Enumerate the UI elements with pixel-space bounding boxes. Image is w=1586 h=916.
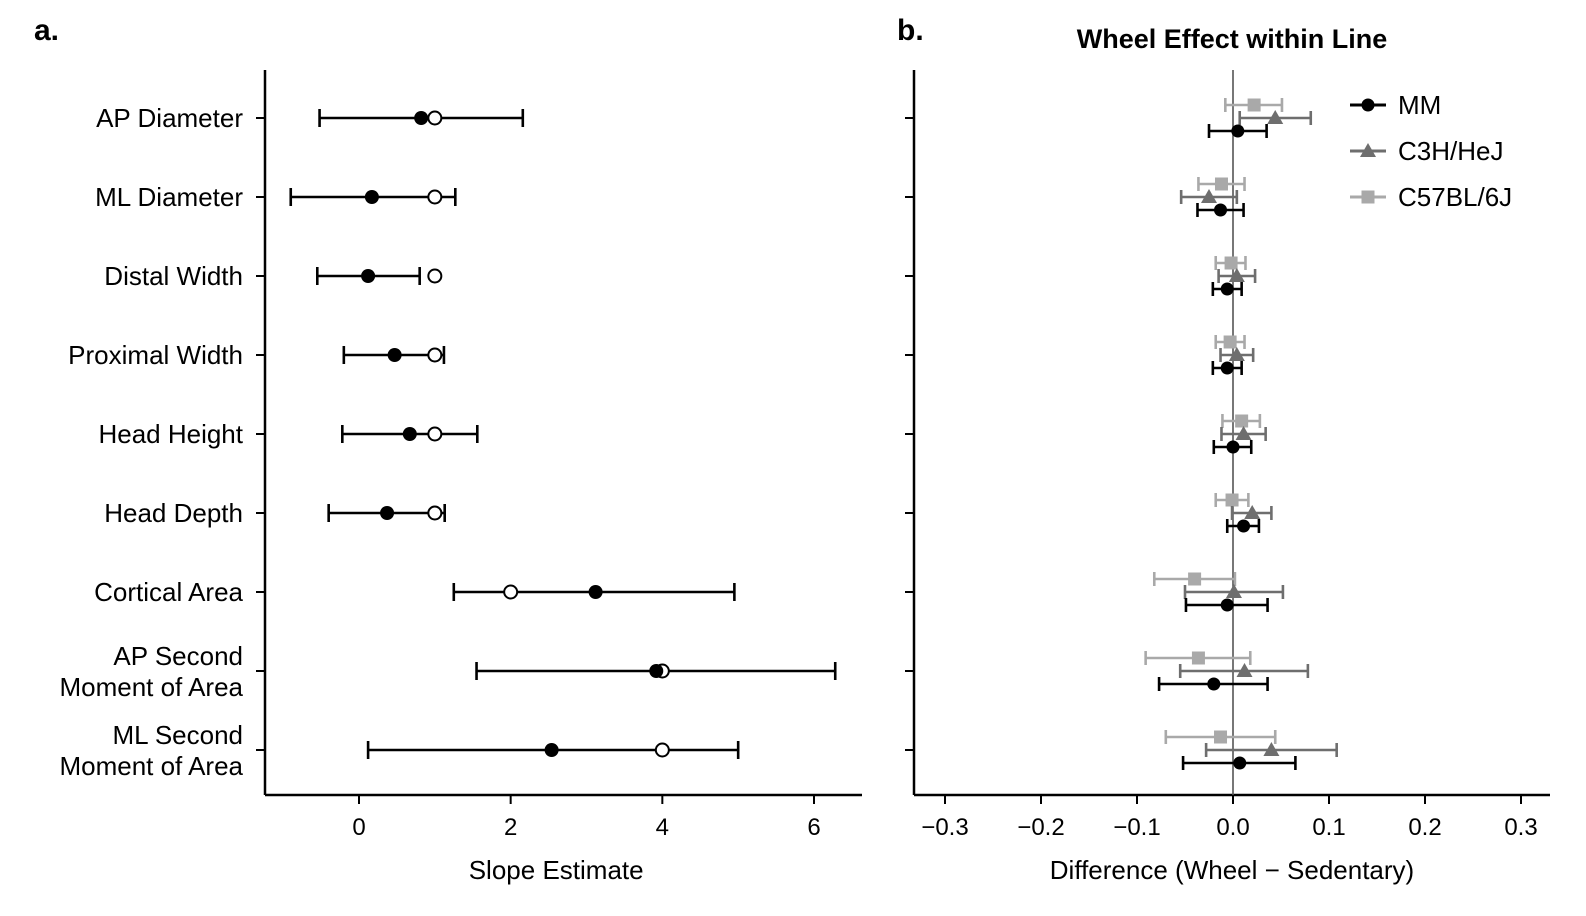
legend-mm-marker xyxy=(1361,98,1375,112)
panel-b-x-tick-label: −0.3 xyxy=(921,814,968,841)
series-c57bl-6j-point xyxy=(1191,651,1205,665)
series-mm-point xyxy=(1220,361,1234,375)
panel-a-x-tick-label: 6 xyxy=(807,814,820,841)
panel-a-x-tick-label: 2 xyxy=(504,814,517,841)
panel-a-expected-point xyxy=(427,347,443,363)
series-mm-point xyxy=(1233,756,1247,770)
panel-a-forest-plot: 0 2 4 6 Slope Estimate AP Diameter ML Diameter… xyxy=(59,70,862,885)
series-c57bl-6j-point xyxy=(1224,256,1238,270)
panel-a-expected-point xyxy=(427,505,443,521)
panel-a-expected-point xyxy=(427,189,443,205)
series-c3h-hej-point xyxy=(1225,584,1242,598)
series-c57bl-6j-point xyxy=(1235,414,1249,428)
panel-b-letter: b. xyxy=(897,14,924,47)
series-c57bl-6j-point xyxy=(1188,572,1202,586)
series-c3h-hej-point xyxy=(1267,110,1284,124)
panel-b-title: Wheel Effect within Line xyxy=(1077,24,1388,54)
series-c3h-hej-point xyxy=(1228,268,1245,282)
panel-a-x-tick-label: 0 xyxy=(352,814,365,841)
y-label-cortical-area: Cortical Area xyxy=(94,577,243,607)
panel-a-estimate-point xyxy=(414,111,429,125)
series-c57bl-6j-point xyxy=(1223,335,1237,349)
legend-mm-label: MM xyxy=(1398,90,1441,120)
y-label-ml-diameter: ML Diameter xyxy=(95,182,243,212)
series-c57bl-6j-point xyxy=(1225,493,1239,507)
panel-a-expected-point xyxy=(427,110,443,126)
legend-c57bl-6j-label: C57BL/6J xyxy=(1398,182,1512,212)
panel-b-x-tick-label: 0.3 xyxy=(1504,814,1537,841)
series-c57bl-6j-point xyxy=(1214,177,1228,191)
panel-a-estimate-point xyxy=(544,743,559,757)
panel-a-x-axis-label: Slope Estimate xyxy=(469,855,644,885)
series-mm-point xyxy=(1214,203,1228,217)
panel-a-letter: a. xyxy=(34,14,59,47)
panel-a-estimate-point xyxy=(588,585,603,599)
series-mm-point xyxy=(1207,677,1221,691)
legend-c3h-hej-label: C3H/HeJ xyxy=(1398,136,1503,166)
legend-c3h-hej-marker xyxy=(1360,143,1376,157)
series-mm-point xyxy=(1220,598,1234,612)
series-c3h-hej-point xyxy=(1228,347,1245,361)
y-label-proximal-width: Proximal Width xyxy=(68,340,243,370)
y-label-ml-second-moment-of-area: ML Second Moment of Area xyxy=(59,720,243,781)
y-label-head-height: Head Height xyxy=(98,419,243,449)
series-c3h-hej-point xyxy=(1201,189,1217,203)
panel-b-forest-plot: −0.3 −0.2 −0.1 0.0 0.1 0.2 0.3 Difference (Whee… xyxy=(905,70,1550,885)
y-label-ap-diameter: AP Diameter xyxy=(96,103,243,133)
series-c3h-hej-point xyxy=(1244,505,1261,519)
y-label-head-depth: Head Depth xyxy=(104,498,243,528)
series-mm-point xyxy=(1220,282,1234,296)
panel-b-legend: MM C3H/HeJ C57BL/6J xyxy=(1350,90,1512,212)
series-c57bl-6j-point xyxy=(1247,98,1261,112)
panel-a-expected-point xyxy=(427,426,443,442)
panel-a-x-tick-label: 4 xyxy=(656,814,669,841)
panel-b-x-tick-label: 0.2 xyxy=(1408,814,1441,841)
series-mm-point xyxy=(1231,124,1245,138)
panel-a-estimate-point xyxy=(402,427,417,441)
panel-a-expected-point xyxy=(427,268,443,284)
y-label-ap-second-moment-of-area: AP Second Moment of Area xyxy=(59,641,243,702)
panel-a-expected-point xyxy=(654,742,670,758)
panel-a-estimate-point xyxy=(380,506,395,520)
panel-b-x-tick-label: 0.0 xyxy=(1216,814,1249,841)
panel-b-x-axis-label: Difference (Wheel − Sedentary) xyxy=(1050,855,1414,885)
panel-a-estimate-point xyxy=(361,269,376,283)
panel-a-estimate-point xyxy=(387,348,402,362)
panel-a-expected-point xyxy=(503,584,519,600)
series-mm-point xyxy=(1237,519,1251,533)
panel-a-estimate-point xyxy=(364,190,379,204)
y-label-distal-width: Distal Width xyxy=(104,261,243,291)
panel-b-x-tick-label: 0.1 xyxy=(1312,814,1345,841)
legend-c57bl-6j-marker xyxy=(1361,190,1375,204)
series-mm-point xyxy=(1226,440,1240,454)
panel-a-estimate-point xyxy=(649,664,664,678)
series-c3h-hej-point xyxy=(1263,742,1280,756)
series-c3h-hej-point xyxy=(1235,426,1252,440)
series-c3h-hej-point xyxy=(1236,663,1253,677)
panel-b-x-tick-label: −0.2 xyxy=(1017,814,1064,841)
series-c57bl-6j-point xyxy=(1214,730,1228,744)
panel-b-x-tick-label: −0.1 xyxy=(1113,814,1160,841)
